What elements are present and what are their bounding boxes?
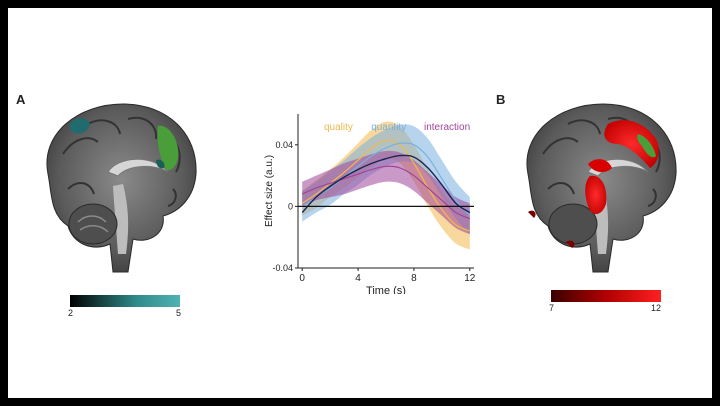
effect-size-chart: 0 4 8 12 0.04 0 -0.04 quality quantity interacti… [264, 114, 476, 294]
colorbar-a: 2 5 [68, 294, 181, 318]
brain-a-image [46, 103, 197, 273]
line-quantity [301, 142, 471, 217]
colorbar-a-max: 5 [176, 308, 182, 318]
brain-b-image [526, 103, 677, 273]
legend-quantity: quantity [371, 122, 406, 133]
colorbar-b: 7 12 [549, 289, 661, 313]
x-tick-label: 4 [355, 273, 361, 284]
colorbar-b-min: 7 [549, 303, 555, 313]
activation-green-b [637, 134, 656, 158]
x-axis-label: Time (s) [366, 285, 406, 294]
y-axis-label: Effect size (a.u.) [264, 155, 275, 227]
legend-quality: quality [324, 122, 353, 133]
legend-interaction: interaction [424, 122, 470, 133]
y-tick-label: 0.04 [275, 140, 293, 150]
activation-red-midbrain [585, 175, 607, 215]
activation-green-a [157, 125, 179, 171]
fit-line [301, 154, 471, 214]
x-tick-label: 8 [411, 273, 417, 284]
colorbar-b-gradient [551, 290, 661, 302]
figure: A 2 [8, 8, 712, 398]
colorbar-a-gradient [70, 295, 180, 307]
x-tick-label: 12 [464, 273, 476, 284]
colorbar-a-min: 2 [68, 308, 74, 318]
x-tick-label: 0 [299, 273, 305, 284]
line-interaction [301, 165, 471, 220]
activation-teal-a [70, 118, 90, 134]
band-quantity [302, 124, 470, 235]
y-tick-label: 0 [288, 201, 293, 211]
band-interaction [302, 150, 470, 235]
panel-a-label: A [16, 92, 26, 107]
colorbar-b-max: 12 [651, 303, 662, 313]
activation-red-cingulate [604, 120, 659, 168]
panel-b-label: B [496, 92, 506, 107]
y-tick-label: -0.04 [272, 263, 293, 273]
activation-red-thalamus [588, 159, 612, 173]
